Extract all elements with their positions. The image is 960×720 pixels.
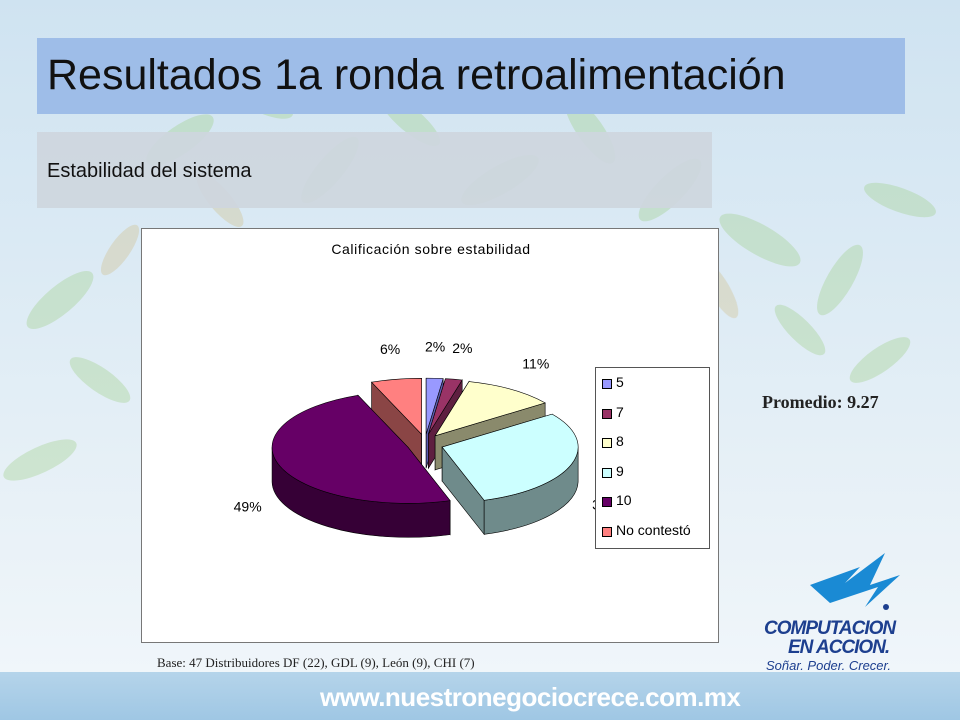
legend-swatch <box>602 467 612 478</box>
legend-swatch <box>602 379 612 389</box>
subtitle-bar: Estabilidad del sistema <box>37 132 712 208</box>
logo-line1: COMPUTACION <box>764 618 896 639</box>
legend-swatch <box>602 526 612 537</box>
pie-label-7: 2% <box>452 340 472 356</box>
pie-label-10: 49% <box>234 498 262 514</box>
pie-chart: 2%2%11%30%49%6% <box>234 338 620 538</box>
legend-swatch <box>602 408 612 419</box>
base-note: Base: 47 Distribuidores DF (22), GDL (9)… <box>157 655 475 670</box>
title-bar: Resultados 1a ronda retroalimentación <box>37 38 905 114</box>
company-logo: COMPUTACION EN ACCION. Soñar. Poder. Cre… <box>760 545 960 675</box>
logo-mark-icon <box>810 553 900 610</box>
chart-title: Calificación sobre estabilidad <box>331 241 531 257</box>
logo-line2: EN ACCION. <box>788 637 890 658</box>
pie-slice-9 <box>441 413 579 536</box>
slide-subtitle: Estabilidad del sistema <box>47 160 252 182</box>
pie-label-8: 11% <box>522 355 549 371</box>
legend-label: 10 <box>616 492 632 508</box>
slide-title: Resultados 1a ronda retroalimentación <box>47 51 786 99</box>
pie-label-5: 2% <box>425 338 445 354</box>
pie-label-no-contestó: 6% <box>380 341 400 357</box>
pie-slice-10 <box>271 394 451 538</box>
chart-legend: 5 7 8 9 10 No contestó <box>595 367 710 549</box>
footer-bar: www.nuestronegociocrece.com.mx <box>0 672 960 720</box>
chart-area: Calificación sobre estabilidad 2%2%11%30… <box>141 228 719 643</box>
logo-tagline: Soñar. Poder. Crecer. <box>766 658 891 673</box>
legend-swatch <box>602 497 612 507</box>
footer-url[interactable]: www.nuestronegociocrece.com.mx <box>320 682 741 712</box>
legend-swatch <box>602 438 612 448</box>
average-score: Promedio: 9.27 <box>762 392 879 412</box>
legend-label: 8 <box>616 433 624 449</box>
legend-label: 7 <box>616 403 624 420</box>
legend-label: No contestó <box>616 521 691 538</box>
legend-label: 5 <box>616 374 624 390</box>
legend-label: 9 <box>616 462 624 479</box>
